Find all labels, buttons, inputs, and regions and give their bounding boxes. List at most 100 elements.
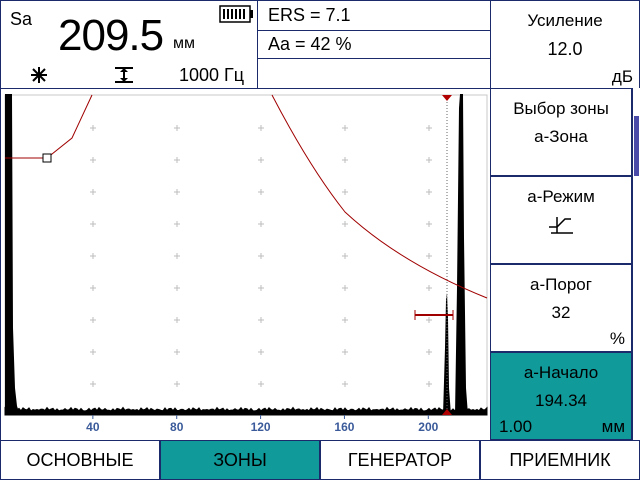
gain-panel[interactable]: Усиление 12.0 дБ xyxy=(490,0,640,89)
grid-mark xyxy=(342,189,348,195)
mode-icon xyxy=(549,217,573,234)
grid-mark xyxy=(90,125,96,131)
grid-mark xyxy=(174,285,180,291)
grid-mark xyxy=(174,381,180,387)
grid-mark xyxy=(342,125,348,131)
menu-label: а-Порог xyxy=(530,275,592,294)
gate-a xyxy=(414,310,454,320)
grid-mark xyxy=(426,221,432,227)
reading: 209.5 xyxy=(58,11,164,60)
menu-unit: мм xyxy=(601,417,625,436)
gain-unit: дБ xyxy=(611,67,633,86)
grid-mark xyxy=(174,125,180,131)
grid-mark xyxy=(258,285,264,291)
amplitude: Aa = 42 % xyxy=(268,34,352,54)
grid-mark xyxy=(174,253,180,259)
menu-label: а-Режим xyxy=(527,187,595,206)
gain-value: 12.0 xyxy=(547,39,583,59)
a-scan: 40 80 120 160 200 xyxy=(0,88,491,441)
grid-mark xyxy=(258,157,264,163)
grid-mark xyxy=(342,381,348,387)
scroll-thumb[interactable] xyxy=(634,116,639,176)
amplitude-box: Aa = 42 % xyxy=(257,30,491,59)
grid-mark xyxy=(174,189,180,195)
grid-mark xyxy=(426,349,432,355)
menu-step: 1.00 xyxy=(499,417,533,436)
menu-value: 194.34 xyxy=(535,391,587,410)
grid-mark xyxy=(258,349,264,355)
grid-mark xyxy=(90,317,96,323)
grid-mark xyxy=(174,317,180,323)
menu-label: а-Начало xyxy=(523,363,599,382)
range-icon xyxy=(115,67,133,83)
empty-box xyxy=(257,58,491,89)
grid-mark xyxy=(426,125,432,131)
zone-select[interactable]: Выбор зоны а-Зона xyxy=(490,88,632,176)
grid-mark xyxy=(258,221,264,227)
x-tick-label: 40 xyxy=(86,420,100,434)
grid-mark xyxy=(258,189,264,195)
grid-mark xyxy=(90,189,96,195)
grid-mark xyxy=(90,285,96,291)
x-tick-label: 80 xyxy=(170,420,184,434)
dac-curve xyxy=(271,94,488,299)
menu-label: Выбор зоны xyxy=(513,99,609,118)
grid-mark xyxy=(258,381,264,387)
reading-unit: мм xyxy=(173,35,195,52)
grid-mark xyxy=(258,125,264,131)
grid-mark xyxy=(174,349,180,355)
tab[interactable]: ПРИЕМНИК xyxy=(480,440,640,480)
grid-mark xyxy=(342,349,348,355)
cursor-marker-top xyxy=(442,95,452,101)
freeze-icon xyxy=(31,67,47,83)
grid-mark xyxy=(90,381,96,387)
frequency: 1000 Гц xyxy=(179,65,245,85)
gain-label: Усиление xyxy=(527,11,603,30)
dac-point xyxy=(42,153,52,163)
echo-signal xyxy=(4,406,488,416)
grid-mark xyxy=(342,317,348,323)
scan-frame xyxy=(0,88,491,441)
menu-value: а-Зона xyxy=(534,127,588,146)
grid-mark xyxy=(174,157,180,163)
grid-mark xyxy=(426,157,432,163)
menu-value: 32 xyxy=(551,303,571,322)
grid-mark xyxy=(258,253,264,259)
x-tick-label: 200 xyxy=(418,420,438,434)
scrollbar[interactable] xyxy=(632,88,640,440)
grid-mark xyxy=(426,381,432,387)
x-tick-label: 160 xyxy=(334,420,354,434)
grid-mark xyxy=(90,253,96,259)
menu-unit: % xyxy=(609,329,625,348)
ers: ERS = 7.1 xyxy=(268,5,351,25)
grid-mark xyxy=(426,253,432,259)
echo-2 xyxy=(455,94,468,415)
zone-threshold[interactable]: а-Порог 32 % xyxy=(490,264,632,352)
zone-mode[interactable]: а-Режим xyxy=(490,176,632,264)
grid-mark xyxy=(426,189,432,195)
grid-mark xyxy=(90,157,96,163)
grid-mark xyxy=(90,349,96,355)
grid-mark xyxy=(426,317,432,323)
dac-curve xyxy=(5,94,93,159)
cursor-marker-bottom xyxy=(442,409,452,415)
grid-mark xyxy=(258,317,264,323)
reading-panel: Sa 209.5 мм 1000 Гц xyxy=(0,0,258,89)
grid-mark xyxy=(90,221,96,227)
grid-mark xyxy=(426,285,432,291)
mode: Sa xyxy=(10,9,33,29)
grid-mark xyxy=(342,221,348,227)
zone-start[interactable]: а-Начало 194.34 1.00 мм xyxy=(490,352,632,440)
grid-mark xyxy=(342,285,348,291)
initial-pulse xyxy=(5,94,20,415)
grid-mark xyxy=(342,157,348,163)
tab[interactable]: ЗОНЫ xyxy=(160,440,320,480)
battery-icon xyxy=(219,5,253,23)
tab[interactable]: ОСНОВНЫЕ xyxy=(0,440,160,480)
ers-box: ERS = 7.1 xyxy=(257,0,491,31)
tab[interactable]: ГЕНЕРАТОР xyxy=(320,440,480,480)
grid-mark xyxy=(342,253,348,259)
grid-mark xyxy=(174,221,180,227)
x-axis: 40 80 120 160 200 xyxy=(86,415,439,434)
